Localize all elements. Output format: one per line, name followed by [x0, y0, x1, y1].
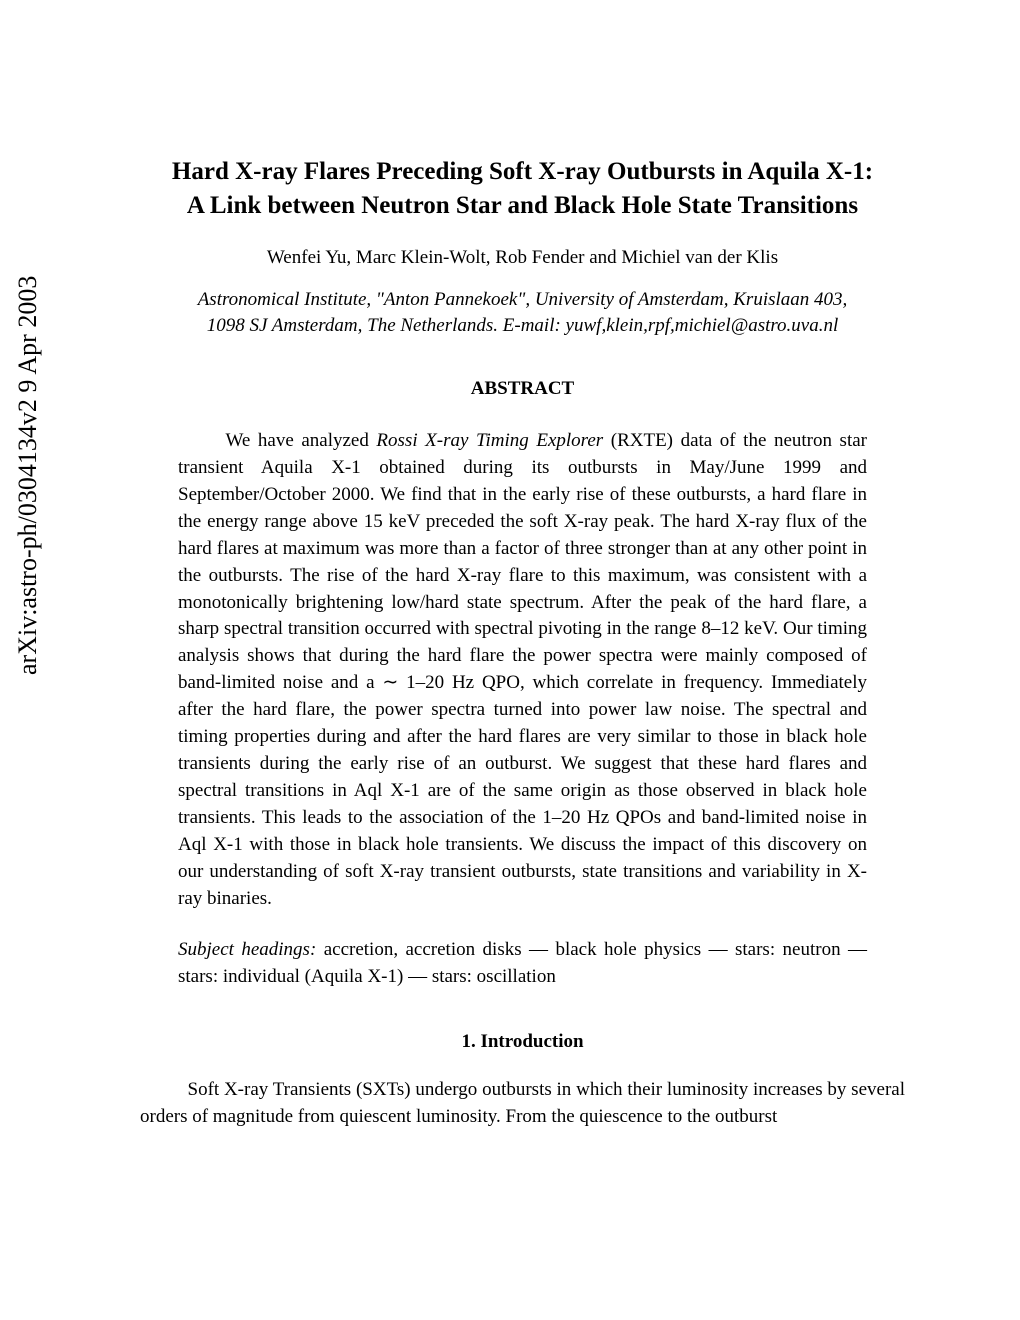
paper-title: Hard X-ray Flares Preceding Soft X-ray O… [140, 155, 905, 223]
intro-paragraph: Soft X-ray Transients (SXTs) undergo out… [140, 1077, 905, 1131]
abstract-text: We have analyzed Rossi X-ray Timing Expl… [178, 428, 867, 913]
title-line-1: Hard X-ray Flares Preceding Soft X-ray O… [172, 158, 873, 185]
abstract-heading: ABSTRACT [140, 378, 905, 400]
title-line-2: A Link between Neutron Star and Black Ho… [187, 192, 858, 219]
affiliation: Astronomical Institute, "Anton Pannekoek… [140, 287, 905, 340]
subject-headings-label: Subject headings: [178, 939, 316, 960]
section-heading-intro: 1. Introduction [140, 1031, 905, 1053]
arxiv-identifier: arXiv:astro-ph/0304134v2 9 Apr 2003 [13, 276, 43, 675]
affiliation-line-2: 1098 SJ Amsterdam, The Netherlands. E-ma… [207, 315, 839, 336]
author-list: Wenfei Yu, Marc Klein-Wolt, Rob Fender a… [140, 247, 905, 269]
affiliation-line-1: Astronomical Institute, "Anton Pannekoek… [198, 289, 848, 310]
paper-content: Hard X-ray Flares Preceding Soft X-ray O… [0, 0, 1020, 1131]
subject-headings: Subject headings: accretion, accretion d… [178, 937, 867, 991]
